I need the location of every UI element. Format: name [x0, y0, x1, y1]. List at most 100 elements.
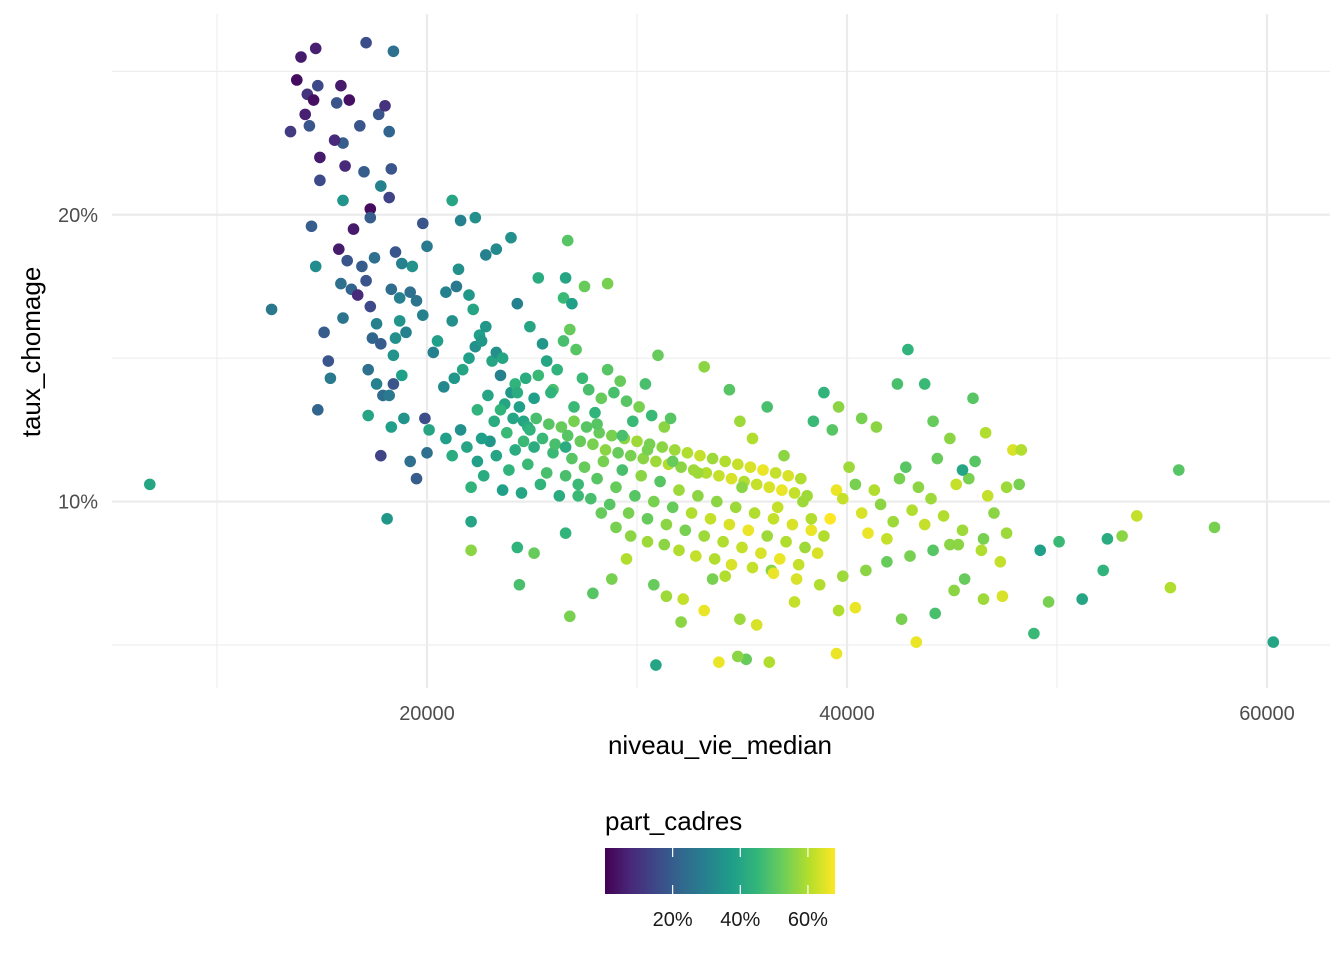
data-point — [553, 490, 566, 502]
data-point — [318, 326, 330, 339]
data-point — [337, 312, 349, 324]
data-point — [372, 108, 385, 121]
data-point — [446, 449, 459, 462]
data-point — [480, 249, 492, 261]
data-point — [805, 524, 818, 537]
data-point — [761, 530, 773, 542]
data-point — [333, 243, 345, 255]
data-point — [543, 418, 555, 430]
data-point — [929, 607, 941, 620]
data-point — [881, 533, 893, 545]
data-point — [855, 507, 868, 519]
data-point — [471, 455, 484, 468]
data-point — [375, 449, 387, 462]
data-point — [561, 234, 574, 247]
data-point — [708, 553, 721, 565]
data-point — [421, 240, 433, 253]
data-point — [633, 401, 645, 413]
data-point — [513, 401, 526, 413]
data-point — [893, 472, 906, 485]
data-point — [564, 323, 576, 336]
data-point — [389, 246, 402, 258]
data-point — [887, 515, 899, 528]
data-point — [1097, 564, 1109, 577]
data-point — [314, 174, 326, 187]
data-point — [601, 363, 614, 376]
data-point — [1034, 544, 1046, 557]
axes: 20000 40000 60000 10% 20% — [58, 205, 1295, 725]
data-point — [299, 108, 312, 121]
data-point — [1131, 510, 1143, 522]
data-point — [660, 590, 673, 603]
data-point — [771, 501, 784, 514]
data-point — [904, 550, 916, 562]
data-point — [519, 372, 532, 385]
data-point — [734, 613, 746, 625]
data-point — [658, 538, 671, 551]
data-point — [595, 392, 608, 405]
data-point — [780, 535, 792, 548]
data-point — [832, 604, 845, 617]
data-point — [343, 94, 356, 106]
data-point — [393, 292, 406, 304]
data-point — [830, 647, 843, 660]
data-point — [559, 527, 572, 539]
data-point — [818, 386, 830, 399]
data-point — [486, 355, 498, 367]
data-point — [750, 619, 763, 631]
data-point — [725, 558, 738, 571]
data-point — [654, 475, 666, 488]
data-point — [958, 573, 971, 585]
data-point — [767, 567, 780, 580]
data-point — [648, 495, 660, 508]
data-point — [664, 412, 677, 425]
data-point — [465, 515, 477, 528]
data-point — [979, 426, 992, 439]
data-point — [530, 412, 542, 425]
data-point — [763, 481, 776, 494]
data-point — [788, 596, 801, 608]
data-point — [341, 254, 354, 267]
data-point — [750, 478, 763, 491]
data-point — [849, 601, 862, 614]
data-point — [507, 412, 519, 425]
data-point — [511, 297, 524, 310]
data-point — [900, 461, 912, 473]
data-point — [656, 441, 668, 453]
x-tick-label: 40000 — [819, 703, 875, 725]
data-point — [446, 315, 459, 327]
data-point — [446, 194, 459, 207]
data-point — [906, 504, 918, 516]
data-point — [639, 378, 652, 390]
data-point — [337, 194, 349, 207]
data-point — [383, 125, 396, 138]
data-point — [524, 424, 536, 436]
data-point — [635, 469, 647, 482]
data-point — [362, 409, 375, 422]
data-point — [295, 51, 307, 63]
data-point — [559, 469, 572, 482]
data-point — [364, 203, 377, 215]
data-point — [813, 578, 826, 591]
data-point — [387, 378, 400, 390]
data-point — [1015, 444, 1028, 456]
data-point — [312, 79, 324, 92]
data-point — [616, 464, 629, 476]
data-point — [471, 403, 484, 416]
data-point — [988, 507, 1000, 519]
data-point — [826, 424, 839, 436]
data-point — [650, 659, 662, 671]
data-point — [591, 472, 603, 485]
y-axis-title: taux_chomage — [16, 267, 46, 438]
data-point — [309, 42, 322, 55]
data-point — [417, 309, 429, 321]
data-point — [354, 120, 366, 132]
data-point — [975, 544, 988, 557]
data-point — [375, 180, 387, 192]
data-point — [706, 452, 719, 465]
data-point — [303, 120, 316, 132]
data-point — [452, 263, 465, 276]
data-point — [685, 507, 698, 519]
data-point — [910, 636, 923, 648]
data-point — [824, 512, 836, 525]
